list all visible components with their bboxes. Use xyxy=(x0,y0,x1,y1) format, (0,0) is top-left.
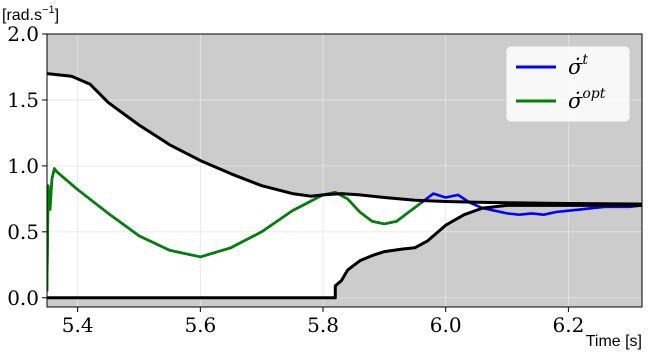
x-tick-label: 5.4 xyxy=(62,313,94,337)
y-tick-label: 0.5 xyxy=(7,220,39,244)
x-tick-label: 6.2 xyxy=(552,313,584,337)
y-tick-label: 1.0 xyxy=(7,154,39,178)
x-tick-label: 5.6 xyxy=(184,313,216,337)
y-axis-label: [rad.s−1] xyxy=(2,4,59,24)
y-tick-label: 1.5 xyxy=(7,88,39,112)
y-axis-label-end: ] xyxy=(55,7,59,24)
y-axis-ticks: 0.0 0.5 1.0 1.5 2.0 xyxy=(7,22,47,310)
y-axis-label-exponent: −1 xyxy=(42,4,55,16)
x-axis-ticks: 5.4 5.6 5.8 6.0 6.2 xyxy=(62,307,585,337)
x-tick-label: 6.0 xyxy=(430,313,462,337)
y-axis-label-text: [rad.s xyxy=(2,7,42,24)
y-tick-label: 0.0 xyxy=(7,286,39,310)
legend: σ̇t σ̇opt xyxy=(506,46,630,122)
y-tick-label: 2.0 xyxy=(7,22,39,46)
x-tick-label: 5.8 xyxy=(307,313,339,337)
x-axis-label: Time [s] xyxy=(586,333,642,350)
